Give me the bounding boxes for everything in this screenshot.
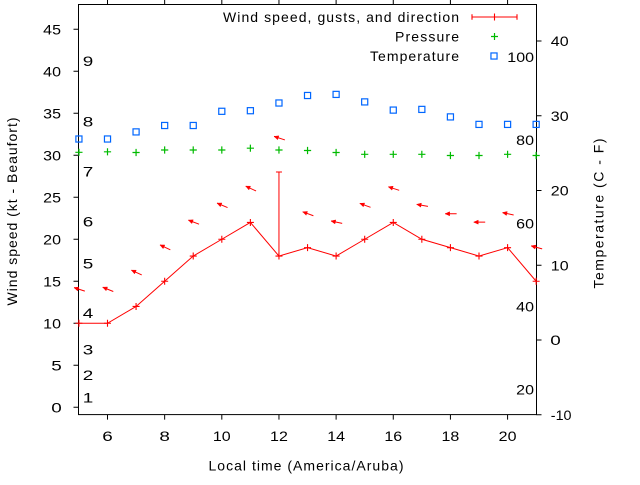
svg-text:8: 8 bbox=[83, 114, 94, 130]
svg-text:3: 3 bbox=[83, 342, 94, 358]
svg-text:40: 40 bbox=[551, 33, 569, 49]
svg-text:15: 15 bbox=[43, 273, 61, 289]
svg-text:Local time (America/Aruba): Local time (America/Aruba) bbox=[209, 458, 404, 474]
svg-text:6: 6 bbox=[102, 428, 113, 444]
svg-text:14: 14 bbox=[327, 428, 345, 444]
svg-text:20: 20 bbox=[551, 183, 569, 199]
svg-text:10: 10 bbox=[213, 428, 231, 444]
svg-text:-10: -10 bbox=[551, 407, 572, 423]
svg-text:6: 6 bbox=[83, 214, 94, 230]
svg-text:35: 35 bbox=[43, 105, 61, 121]
svg-text:4: 4 bbox=[83, 305, 94, 321]
svg-text:60: 60 bbox=[516, 216, 534, 232]
svg-text:100: 100 bbox=[507, 49, 534, 65]
svg-text:Temperature: Temperature bbox=[370, 48, 459, 64]
svg-text:Wind speed, gusts, and directi: Wind speed, gusts, and direction bbox=[223, 9, 459, 25]
svg-text:7: 7 bbox=[83, 164, 94, 180]
svg-text:18: 18 bbox=[442, 428, 460, 444]
svg-text:25: 25 bbox=[43, 189, 61, 205]
svg-text:16: 16 bbox=[384, 428, 402, 444]
svg-text:20: 20 bbox=[516, 382, 534, 398]
svg-text:8: 8 bbox=[159, 428, 170, 444]
svg-text:Temperature (C - F): Temperature (C - F) bbox=[591, 139, 607, 289]
svg-text:10: 10 bbox=[43, 315, 61, 331]
svg-text:0: 0 bbox=[51, 400, 62, 416]
svg-text:80: 80 bbox=[516, 132, 534, 148]
svg-text:1: 1 bbox=[83, 390, 94, 406]
svg-text:Pressure: Pressure bbox=[395, 29, 459, 45]
svg-text:45: 45 bbox=[43, 21, 61, 37]
svg-text:0: 0 bbox=[550, 332, 561, 348]
svg-text:Wind speed (kt - Beaufort): Wind speed (kt - Beaufort) bbox=[4, 118, 20, 306]
svg-text:5: 5 bbox=[83, 256, 94, 272]
svg-text:30: 30 bbox=[551, 108, 569, 124]
svg-text:40: 40 bbox=[43, 63, 61, 79]
svg-text:30: 30 bbox=[43, 147, 61, 163]
svg-text:20: 20 bbox=[43, 231, 61, 247]
svg-text:20: 20 bbox=[499, 428, 517, 444]
svg-text:9: 9 bbox=[83, 53, 94, 69]
svg-text:5: 5 bbox=[51, 358, 62, 374]
svg-text:12: 12 bbox=[270, 428, 288, 444]
svg-text:2: 2 bbox=[83, 367, 94, 383]
svg-text:40: 40 bbox=[516, 299, 534, 315]
svg-text:10: 10 bbox=[551, 257, 569, 273]
